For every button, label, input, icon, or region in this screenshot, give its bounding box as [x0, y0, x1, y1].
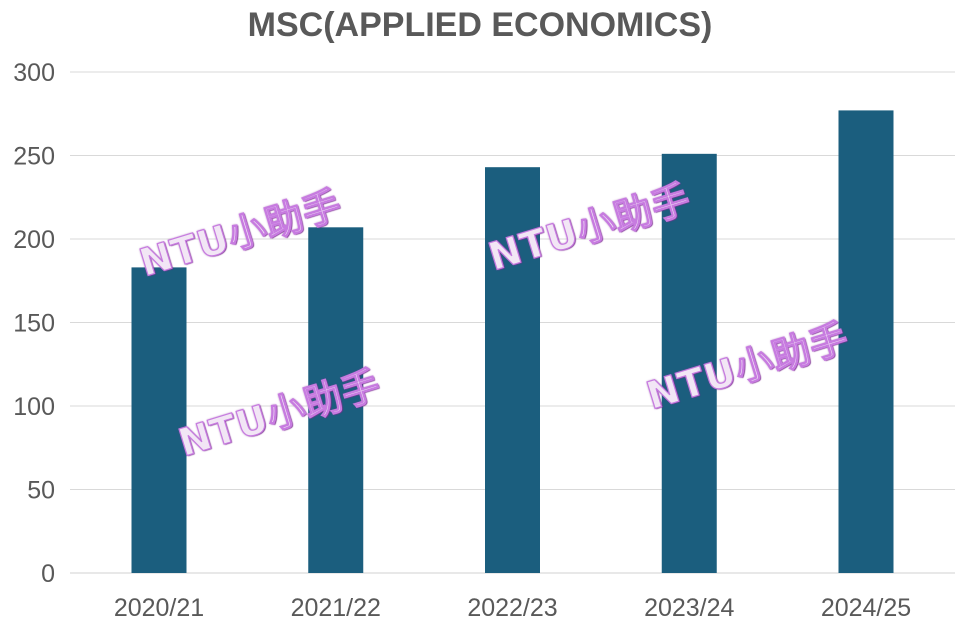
y-tick-label: 50: [27, 477, 55, 505]
y-tick-label: 100: [13, 393, 55, 421]
bars-layer: [131, 110, 894, 573]
bar-2020-21: [131, 267, 187, 573]
x-axis-ticks: 2020/21 2021/22 2022/23 2023/24 2024/25: [114, 594, 911, 622]
bar-2023-24: [661, 153, 717, 573]
y-tick-label: 250: [13, 143, 55, 171]
x-tick-label: 2021/22: [291, 594, 381, 622]
bar-2021-22: [308, 227, 364, 573]
x-tick-label: 2023/24: [644, 594, 734, 622]
y-tick-label: 200: [13, 226, 55, 254]
bar-2024-25: [838, 110, 894, 573]
x-tick-label: 2024/25: [821, 594, 911, 622]
y-tick-label: 300: [13, 59, 55, 87]
x-tick-label: 2022/23: [467, 594, 557, 622]
y-tick-label: 0: [41, 560, 55, 588]
bar-2022-23: [485, 167, 540, 573]
x-tick-label: 2020/21: [114, 594, 204, 622]
y-tick-label: 150: [13, 310, 55, 338]
chart-title: MSC(APPLIED ECONOMICS): [248, 6, 713, 44]
y-axis-ticks: 0 50 100 150 200 250 300: [13, 59, 55, 588]
